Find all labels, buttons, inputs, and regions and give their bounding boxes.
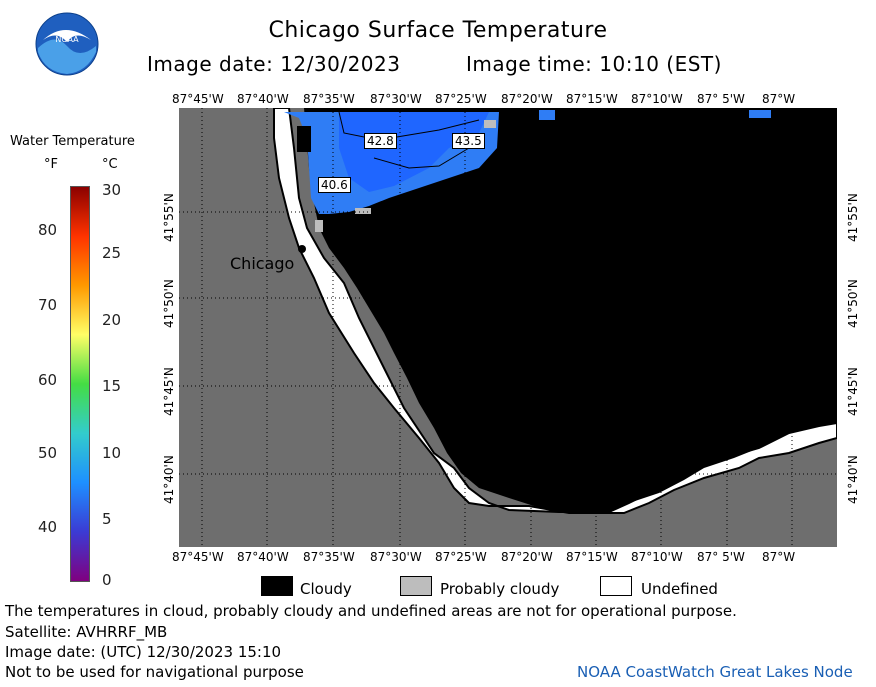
legend-swatch-undefined	[600, 576, 632, 596]
probably-cloudy-patch	[484, 120, 496, 128]
lon-tick: 87° 5'W	[697, 550, 745, 564]
nav-warning: Not to be used for navigational purpose	[5, 663, 304, 681]
lon-tick: 87°40'W	[237, 550, 289, 564]
temp-label: 42.8	[364, 133, 397, 149]
lon-tick: 87°W	[762, 550, 796, 564]
colorbar-f-tick: 70	[38, 296, 58, 314]
colorbar-c-tick: 20	[102, 311, 122, 329]
colorbar-c-tick: 25	[102, 244, 122, 262]
lon-tick: 87°W	[762, 92, 796, 106]
lat-tick: 41°55'N	[846, 193, 860, 242]
colorbar	[70, 186, 90, 582]
colorbar-unit-c: °C	[102, 157, 118, 172]
lon-tick: 87°35'W	[303, 92, 355, 106]
page-title: Chicago Surface Temperature	[268, 18, 608, 43]
lat-tick: 41°40'N	[162, 455, 176, 504]
lon-tick: 87°35'W	[303, 550, 355, 564]
temp-label: 40.6	[318, 177, 351, 193]
colorbar-c-tick: 5	[102, 510, 112, 528]
undefined-area	[273, 108, 837, 514]
satellite: Satellite: AVHRRF_MB	[5, 623, 168, 641]
lon-tick: 87°10'W	[631, 92, 683, 106]
probably-cloudy-patch	[355, 208, 371, 214]
legend-undefined: Undefined	[641, 580, 718, 598]
lat-tick: 41°45'N	[846, 367, 860, 416]
colorbar-c-tick: 15	[102, 377, 122, 395]
colorbar-c-tick: 30	[102, 181, 122, 199]
colorbar-f-tick: 40	[38, 518, 58, 536]
legend-swatch-probably-cloudy	[400, 576, 432, 596]
chicago-marker	[298, 245, 306, 253]
colorbar-f-tick: 50	[38, 444, 58, 462]
isotherm-line	[373, 147, 470, 169]
water-patch	[749, 110, 771, 118]
cloud-patch	[297, 126, 311, 152]
water-patch	[539, 110, 555, 120]
noaa-logo-text: NOAA	[55, 35, 79, 44]
legend-cloudy: Cloudy	[300, 580, 352, 598]
graticule	[179, 108, 837, 547]
lon-tick: 87°15'W	[566, 92, 618, 106]
lon-tick: 87°20'W	[501, 92, 553, 106]
water-area-2	[339, 112, 489, 192]
lon-tick: 87°15'W	[566, 550, 618, 564]
probably-cloudy-patch	[315, 220, 323, 232]
colorbar-f-tick: 80	[38, 221, 58, 239]
temp-label: 43.5	[452, 133, 485, 149]
colorbar-c-tick: 0	[102, 571, 112, 589]
lat-tick: 41°40'N	[846, 455, 860, 504]
lat-tick: 41°50'N	[162, 279, 176, 328]
image-date: Image date: 12/30/2023	[147, 52, 401, 76]
colorbar-unit-f: °F	[44, 157, 58, 172]
cloud-area	[304, 108, 837, 512]
colorbar-c-tick: 10	[102, 444, 122, 462]
lat-tick: 41°50'N	[846, 279, 860, 328]
disclaimer: The temperatures in cloud, probably clou…	[5, 602, 737, 620]
lon-tick: 87°30'W	[370, 92, 422, 106]
lon-tick: 87°25'W	[435, 92, 487, 106]
colorbar-f-tick: 60	[38, 371, 58, 389]
utc-date: Image date: (UTC) 12/30/2023 15:10	[5, 643, 282, 661]
lon-tick: 87°20'W	[501, 550, 553, 564]
map-area	[179, 108, 837, 547]
legend-probably-cloudy: Probably cloudy	[440, 580, 560, 598]
noaa-logo: NOAA	[35, 12, 99, 76]
colorbar-title: Water Temperature	[10, 134, 135, 149]
lon-tick: 87°10'W	[631, 550, 683, 564]
legend-swatch-cloudy	[261, 576, 293, 596]
lon-tick: 87°45'W	[172, 92, 224, 106]
lon-tick: 87°45'W	[172, 550, 224, 564]
city-label: Chicago	[230, 254, 295, 273]
image-time: Image time: 10:10 (EST)	[466, 52, 722, 76]
lon-tick: 87°25'W	[435, 550, 487, 564]
lon-tick: 87° 5'W	[697, 92, 745, 106]
lat-tick: 41°55'N	[162, 193, 176, 242]
lon-tick: 87°30'W	[370, 550, 422, 564]
lon-tick: 87°40'W	[237, 92, 289, 106]
lat-tick: 41°45'N	[162, 367, 176, 416]
credit: NOAA CoastWatch Great Lakes Node	[577, 663, 853, 681]
